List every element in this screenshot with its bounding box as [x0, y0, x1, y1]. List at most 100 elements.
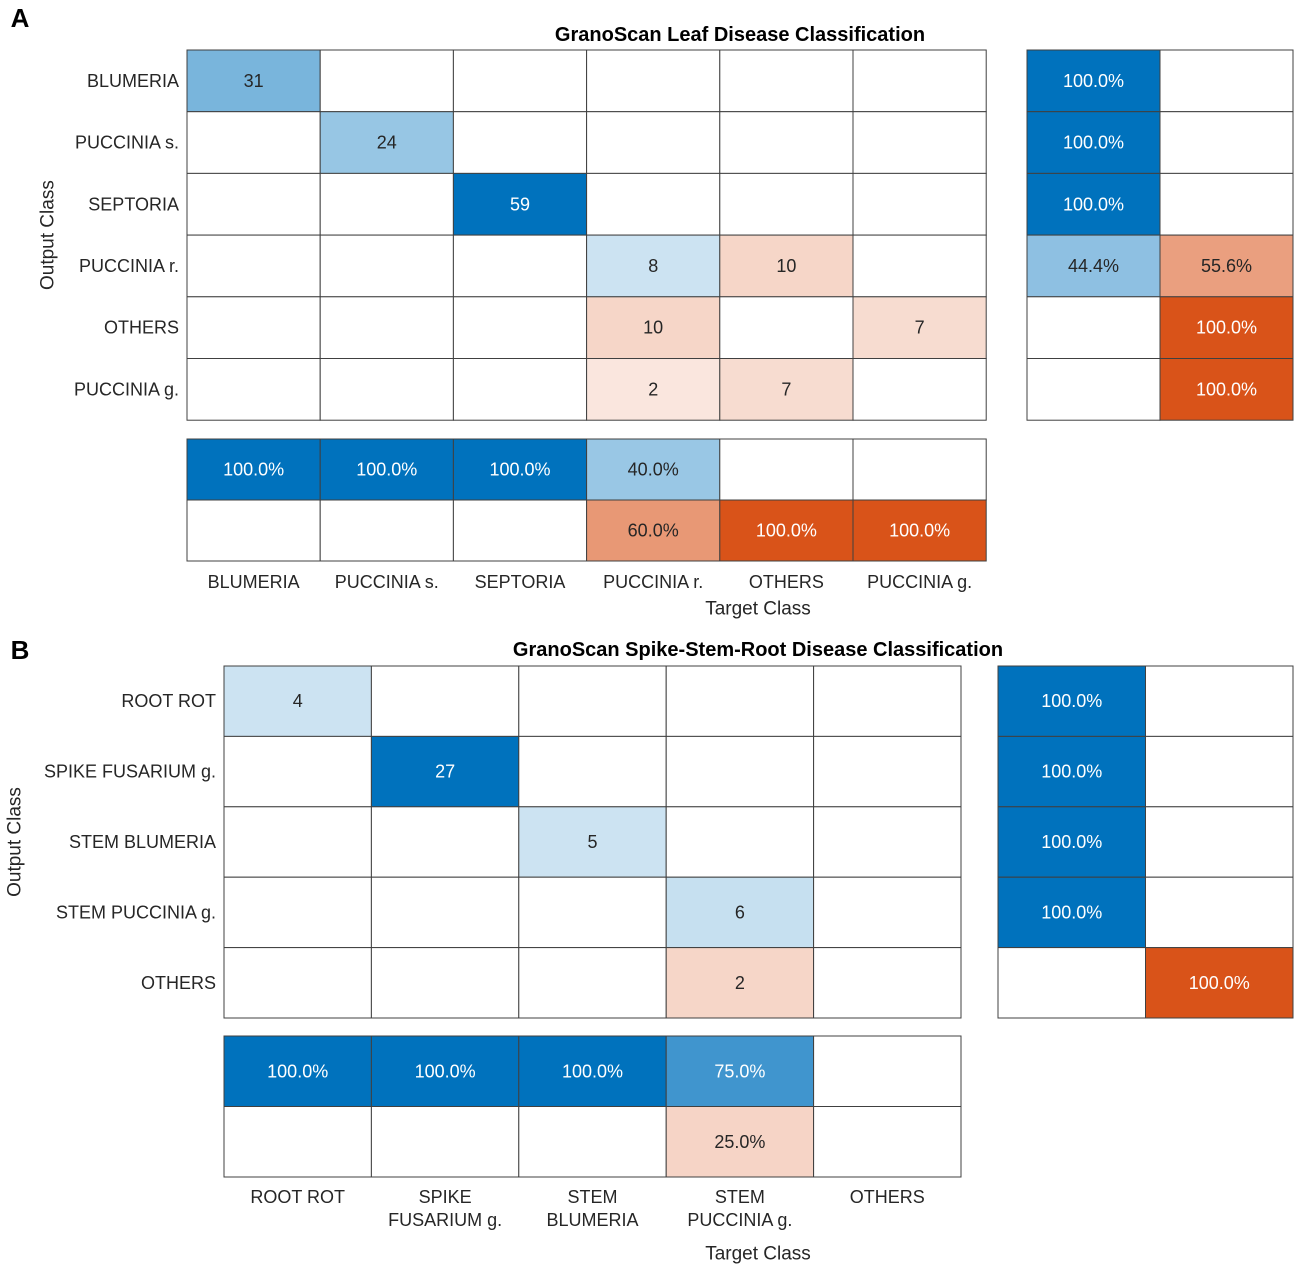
row-summary-value: 100.0% [1063, 71, 1124, 91]
matrix-cell [852, 172, 987, 236]
col-label: OTHERS [850, 1187, 925, 1207]
matrix-cell [719, 49, 854, 113]
col-summary-cell [586, 438, 721, 501]
col-summary-value: 100.0% [415, 1061, 476, 1081]
chart-title: GranoScan Spike-Stem-Root Disease Classi… [513, 639, 1003, 661]
matrix-cell [665, 806, 815, 878]
matrix-cell [518, 665, 667, 737]
col-summary-cell [452, 499, 588, 562]
row-summary-value: 100.0% [1196, 379, 1257, 399]
y-axis-label: Output Class [38, 180, 59, 290]
panel-b: B GranoScan Spike-Stem-Root Disease Class… [5, 635, 1294, 1265]
row-summary-cell [1026, 358, 1161, 421]
matrix-cell [223, 806, 372, 878]
row-label: ROOT ROT [121, 691, 216, 711]
col-summary-cell [319, 438, 454, 501]
cell-value: 10 [776, 256, 796, 276]
col-label: SEPTORIA [475, 572, 566, 592]
matrix-cell [452, 296, 588, 359]
matrix-cell [813, 735, 962, 808]
cell-value: 10 [643, 318, 663, 338]
matrix-cell [186, 296, 321, 359]
panel-a: A GranoScan Leaf Disease Classification 31… [11, 3, 1294, 620]
row-summary-cell [1159, 358, 1294, 421]
row-summary-cell [1159, 49, 1294, 113]
cell-value: 7 [781, 379, 791, 399]
row-summary-cell [1026, 49, 1161, 113]
row-label: PUCCINIA g. [74, 379, 179, 399]
matrix-cell [852, 111, 987, 174]
matrix-cell [452, 49, 588, 113]
cell-value: 31 [244, 71, 264, 91]
matrix-cell [813, 876, 962, 949]
row-label: SEPTORIA [88, 194, 179, 214]
row-summary-cell [997, 947, 1146, 1019]
col-summary-cell [186, 499, 321, 562]
chart-title: GranoScan Leaf Disease Classification [555, 24, 925, 46]
col-summary-cell [852, 499, 987, 562]
row-label: SPIKE FUSARIUM g. [44, 762, 216, 782]
cell-value: 2 [735, 973, 745, 993]
cell-value: 59 [510, 194, 530, 214]
matrix-cell [319, 296, 454, 359]
row-summary-cell [1026, 234, 1161, 298]
col-label: PUCCINIA g. [687, 1210, 792, 1230]
col-summary-cell [719, 499, 854, 562]
matrix-cell [319, 49, 454, 113]
row-summary-cell [1145, 806, 1294, 878]
col-summary-cell [370, 1106, 520, 1178]
row-label: STEM BLUMERIA [69, 832, 216, 852]
matrix-cell [665, 665, 815, 737]
matrix-cell [813, 665, 962, 737]
cell-value: 5 [587, 832, 597, 852]
y-axis-label: Output Class [5, 787, 26, 897]
col-summary-value: 40.0% [628, 460, 679, 480]
panel-label: B [11, 635, 30, 665]
col-label: PUCCINIA r. [603, 572, 703, 592]
matrix-cell [319, 358, 454, 421]
row-summary-value: 100.0% [1196, 318, 1257, 338]
col-summary-cell [518, 1106, 667, 1178]
cell-value: 6 [735, 902, 745, 922]
col-summary-value: 100.0% [267, 1061, 328, 1081]
x-axis-label: Target Class [705, 599, 811, 620]
row-summary-cell [1159, 296, 1294, 359]
matrix-cell [370, 665, 520, 737]
matrix-cell [813, 947, 962, 1019]
matrix-cell [186, 111, 321, 174]
col-summary-value: 100.0% [223, 460, 284, 480]
matrix-cell [186, 358, 321, 421]
col-summary-cell [813, 1035, 962, 1107]
matrix-cell [186, 234, 321, 298]
col-label: PUCCINIA s. [335, 572, 439, 592]
col-label: ROOT ROT [250, 1187, 345, 1207]
col-summary-value: 100.0% [562, 1061, 623, 1081]
matrix-cell [452, 111, 588, 174]
col-summary-cell [586, 499, 721, 562]
row-summary-value: 100.0% [1063, 133, 1124, 153]
matrix-cell [813, 806, 962, 878]
col-label: BLUMERIA [208, 572, 300, 592]
col-label: OTHERS [749, 572, 824, 592]
col-summary-cell [223, 1106, 372, 1178]
matrix-cell [223, 876, 372, 949]
col-label: FUSARIUM g. [388, 1210, 502, 1230]
col-label: PUCCINIA g. [867, 572, 972, 592]
col-label: STEM [567, 1187, 617, 1207]
col-summary-cell [665, 1106, 815, 1178]
matrix-cell [186, 172, 321, 236]
matrix-cell [319, 172, 454, 236]
col-summary-cell [665, 1035, 815, 1107]
row-summary-value: 100.0% [1189, 973, 1250, 993]
matrix-cell [518, 876, 667, 949]
col-summary-cell [452, 438, 588, 501]
matrix-cell [719, 111, 854, 174]
matrix-cell [719, 234, 854, 298]
matrix-cell [452, 172, 588, 236]
matrix-cell [186, 49, 321, 113]
matrix-cell [586, 172, 721, 236]
col-summary-value: 60.0% [628, 521, 679, 541]
col-summary-cell [186, 438, 321, 501]
